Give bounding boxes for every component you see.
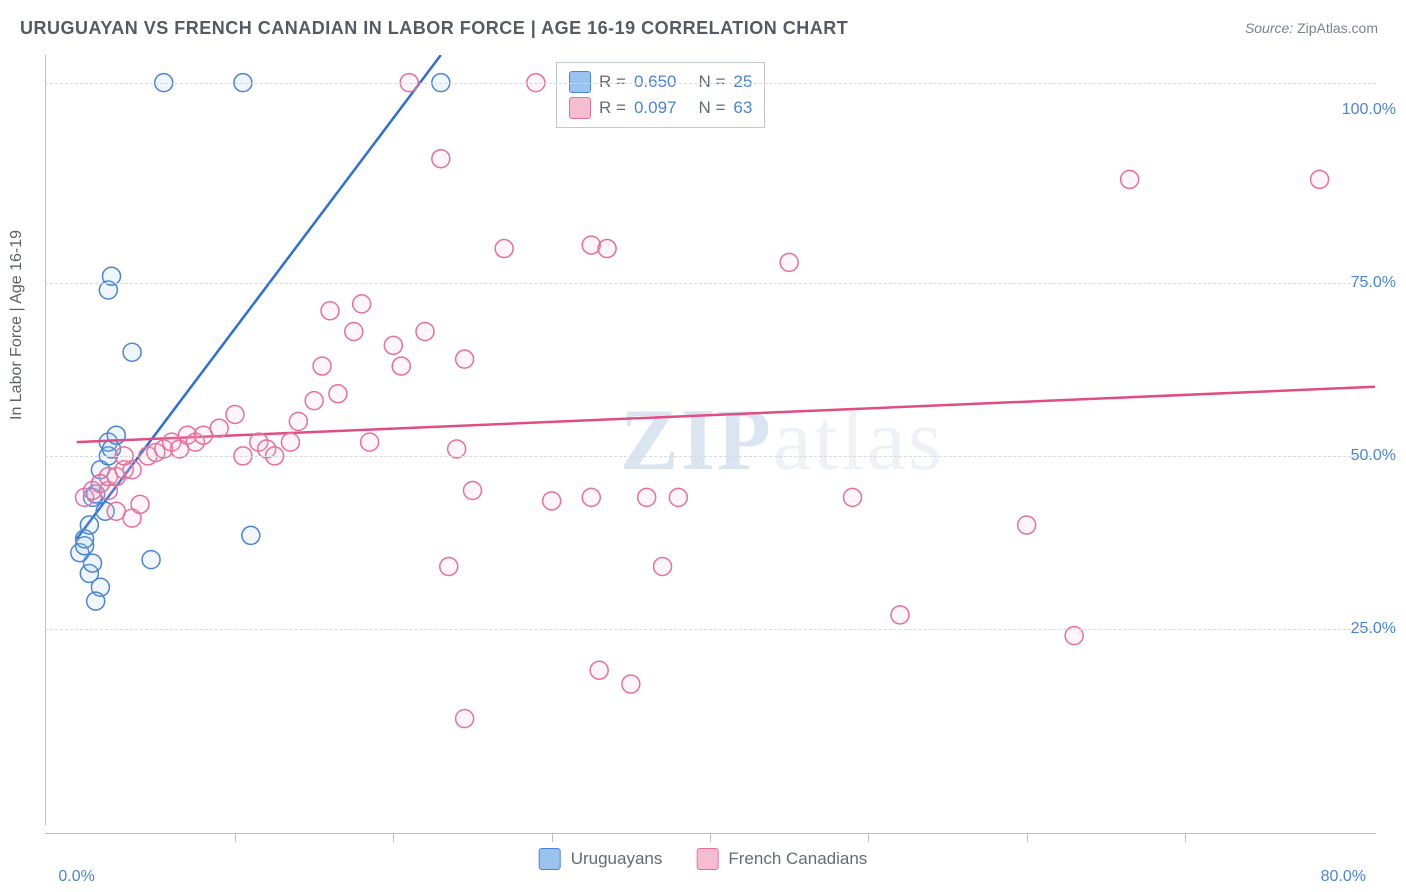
y-tick-label: 25.0%: [1351, 620, 1396, 638]
data-point: [289, 412, 307, 430]
source-attribution: Source: ZipAtlas.com: [1245, 20, 1378, 36]
y-tick-label: 50.0%: [1351, 447, 1396, 465]
x-tick-label: 80.0%: [1321, 868, 1366, 886]
legend-swatch: [569, 97, 591, 119]
scatter-plot: [45, 55, 1375, 825]
x-tick-mark: [868, 834, 869, 842]
data-point: [638, 488, 656, 506]
data-point: [361, 433, 379, 451]
legend-swatch: [539, 848, 561, 870]
data-point: [1018, 516, 1036, 534]
data-point: [1311, 170, 1329, 188]
x-tick-mark: [235, 834, 236, 842]
gridline: [45, 283, 1376, 284]
data-point: [456, 350, 474, 368]
data-point: [210, 419, 228, 437]
x-tick-label: 0.0%: [58, 868, 94, 886]
y-axis-label: In Labor Force | Age 16-19: [8, 230, 26, 420]
data-point: [582, 236, 600, 254]
data-point: [84, 554, 102, 572]
data-point: [464, 481, 482, 499]
data-point: [844, 488, 862, 506]
data-point: [353, 295, 371, 313]
data-point: [329, 385, 347, 403]
data-point: [495, 240, 513, 258]
chart-title: URUGUAYAN VS FRENCH CANADIAN IN LABOR FO…: [20, 18, 848, 39]
legend-label: French Canadians: [728, 849, 867, 869]
x-tick-mark: [393, 834, 394, 842]
data-point: [669, 488, 687, 506]
trend-line: [77, 387, 1375, 442]
x-tick-mark: [552, 834, 553, 842]
data-point: [313, 357, 331, 375]
data-point: [598, 240, 616, 258]
data-point: [1121, 170, 1139, 188]
y-tick-label: 100.0%: [1342, 101, 1396, 119]
data-point: [891, 606, 909, 624]
gridline: [45, 83, 1376, 84]
legend-swatch: [696, 848, 718, 870]
data-point: [416, 323, 434, 341]
data-point: [590, 661, 608, 679]
y-tick-label: 75.0%: [1351, 274, 1396, 292]
x-tick-mark: [1027, 834, 1028, 842]
gridline: [45, 456, 1376, 457]
gridline: [45, 629, 1376, 630]
data-point: [392, 357, 410, 375]
source-name: ZipAtlas.com: [1297, 20, 1378, 36]
data-point: [780, 253, 798, 271]
x-tick-mark: [710, 834, 711, 842]
data-point: [87, 592, 105, 610]
data-point: [131, 495, 149, 513]
data-point: [582, 488, 600, 506]
data-point: [622, 675, 640, 693]
data-point: [345, 323, 363, 341]
source-prefix: Source:: [1245, 20, 1297, 36]
data-point: [281, 433, 299, 451]
data-point: [321, 302, 339, 320]
x-tick-mark: [1185, 834, 1186, 842]
data-point: [440, 558, 458, 576]
data-point: [226, 405, 244, 423]
legend-label: Uruguayans: [571, 849, 663, 869]
data-point: [80, 516, 98, 534]
data-point: [142, 551, 160, 569]
legend-row: R = 0.097 N = 63: [569, 95, 752, 121]
data-point: [384, 336, 402, 354]
legend-r-label: R =: [599, 95, 626, 121]
data-point: [242, 526, 260, 544]
data-point: [654, 558, 672, 576]
legend-r-value: 0.097: [634, 95, 677, 121]
legend-item: French Canadians: [696, 848, 867, 870]
series-legend: Uruguayans French Canadians: [539, 848, 868, 870]
correlation-legend: R = 0.650N = 25R = 0.097N = 63: [556, 62, 765, 128]
data-point: [123, 343, 141, 361]
data-point: [456, 710, 474, 728]
legend-item: Uruguayans: [539, 848, 663, 870]
data-point: [543, 492, 561, 510]
legend-n-label: N =: [698, 95, 725, 121]
data-point: [305, 392, 323, 410]
legend-n-value: 63: [733, 95, 752, 121]
data-point: [432, 150, 450, 168]
